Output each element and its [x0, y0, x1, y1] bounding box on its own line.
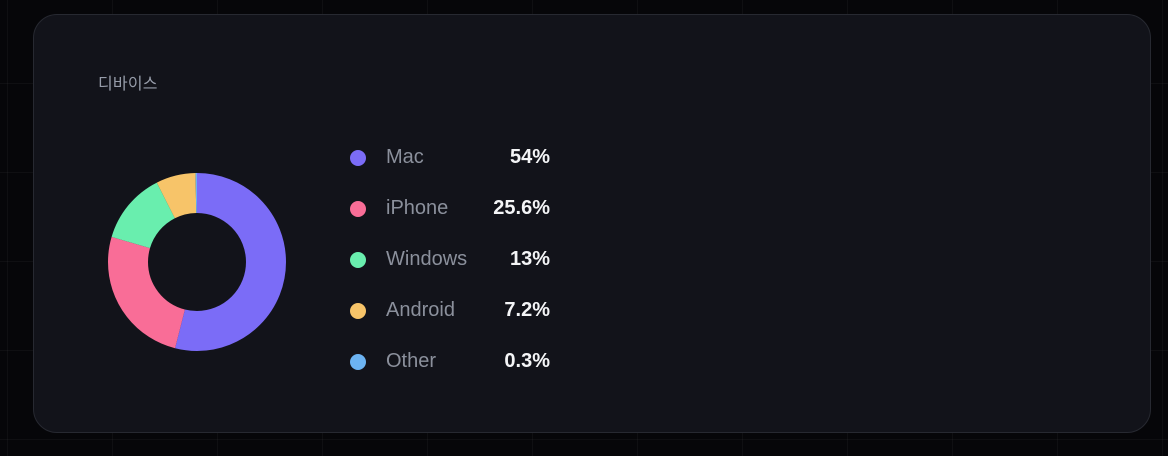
- legend-color-dot: [350, 149, 366, 166]
- legend-label: Other: [386, 350, 437, 372]
- donut-segment-other[interactable]: [108, 173, 286, 351]
- legend-label: Windows: [386, 248, 468, 270]
- devices-card: 디바이스 Mac 54% iPhone 25.6% Windows 13% An…: [33, 14, 1151, 433]
- legend-color-dot: [350, 251, 366, 268]
- legend-row-windows[interactable]: Windows 13%: [350, 234, 550, 285]
- legend-row-other[interactable]: Other 0.3%: [350, 336, 550, 387]
- legend-label: Mac: [386, 146, 424, 168]
- legend-color-dot: [350, 353, 366, 370]
- legend-row-iphone[interactable]: iPhone 25.6%: [350, 183, 550, 234]
- legend-label: iPhone: [386, 197, 449, 219]
- legend-value: 54%: [509, 146, 550, 168]
- legend-value: 13%: [509, 248, 550, 270]
- device-donut-chart[interactable]: [107, 172, 287, 352]
- donut-chart-svg: [108, 173, 286, 351]
- legend-color-dot: [350, 302, 366, 319]
- legend-value: 25.6%: [493, 197, 550, 219]
- legend-row-mac[interactable]: Mac 54%: [350, 132, 550, 183]
- legend-color-dot: [350, 200, 366, 217]
- legend-value: 0.3%: [504, 350, 550, 372]
- donut-segment-iphone[interactable]: [108, 173, 286, 351]
- card-title: 디바이스: [98, 76, 158, 93]
- chart-legend: Mac 54% iPhone 25.6% Windows 13% Android…: [350, 132, 550, 387]
- legend-label: Android: [386, 299, 455, 321]
- legend-value: 7.2%: [504, 299, 550, 321]
- legend-row-android[interactable]: Android 7.2%: [350, 285, 550, 336]
